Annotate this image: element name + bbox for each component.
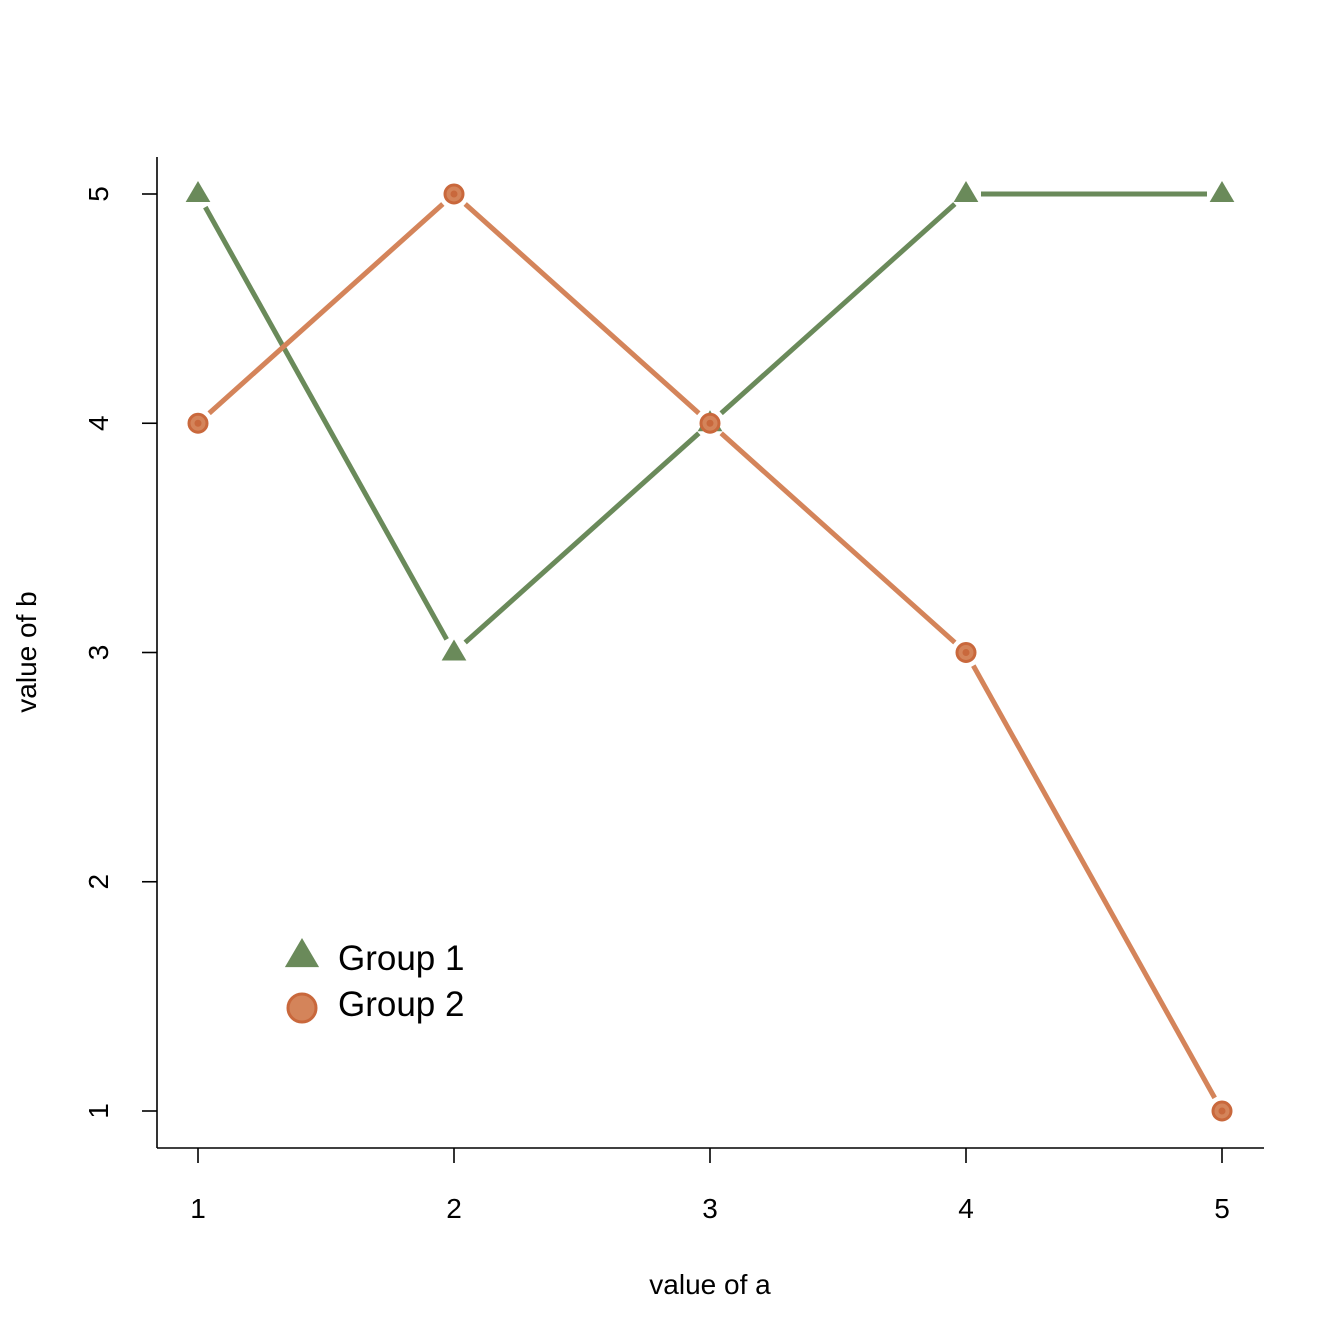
triangle-marker	[441, 639, 467, 661]
legend-circle-icon	[286, 992, 318, 1024]
series-2	[187, 183, 1233, 1122]
y-tick-label: 3	[83, 645, 114, 661]
x-tick-label: 3	[702, 1193, 718, 1224]
series-line-segment	[971, 664, 1217, 1100]
legend-item: Group 1	[284, 938, 464, 978]
x-tick-label: 4	[958, 1193, 974, 1224]
axes	[156, 157, 1264, 1149]
series-line-segment	[463, 431, 701, 645]
circle-marker-center	[194, 419, 202, 427]
legend-item: Group 2	[286, 985, 464, 1024]
legend-label: Group 2	[338, 985, 464, 1024]
x-tick-label: 2	[446, 1193, 462, 1224]
circle-marker-center	[706, 419, 714, 427]
series-line-segment	[719, 431, 957, 645]
y-axis-title: value of b	[11, 591, 42, 712]
series	[185, 181, 1235, 1122]
ticks: 1 2 3 4 5 1 2 3 4 5	[83, 186, 1230, 1224]
series-line-segment	[719, 202, 957, 416]
triangle-marker	[1209, 181, 1235, 203]
y-tick-label: 1	[83, 1103, 114, 1119]
x-tick-label: 1	[190, 1193, 206, 1224]
legend: Group 1 Group 2	[284, 938, 464, 1024]
circle-marker-center	[1218, 1107, 1226, 1115]
circle-marker-center	[450, 190, 458, 198]
triangle-marker	[185, 181, 211, 203]
y-tick-label: 2	[83, 874, 114, 890]
series-line-segment	[207, 202, 445, 416]
x-axis-title: value of a	[649, 1269, 771, 1300]
legend-label: Group 1	[338, 939, 464, 978]
series-line-segment	[463, 202, 701, 416]
legend-triangle-icon	[284, 938, 320, 968]
series-line-segment	[203, 205, 449, 641]
y-tick-label: 5	[83, 186, 114, 202]
circle-marker-center	[962, 649, 970, 656]
series-1	[185, 181, 1235, 661]
y-tick-label: 4	[83, 415, 114, 431]
triangle-marker	[953, 181, 979, 203]
x-tick-label: 5	[1214, 1193, 1230, 1224]
